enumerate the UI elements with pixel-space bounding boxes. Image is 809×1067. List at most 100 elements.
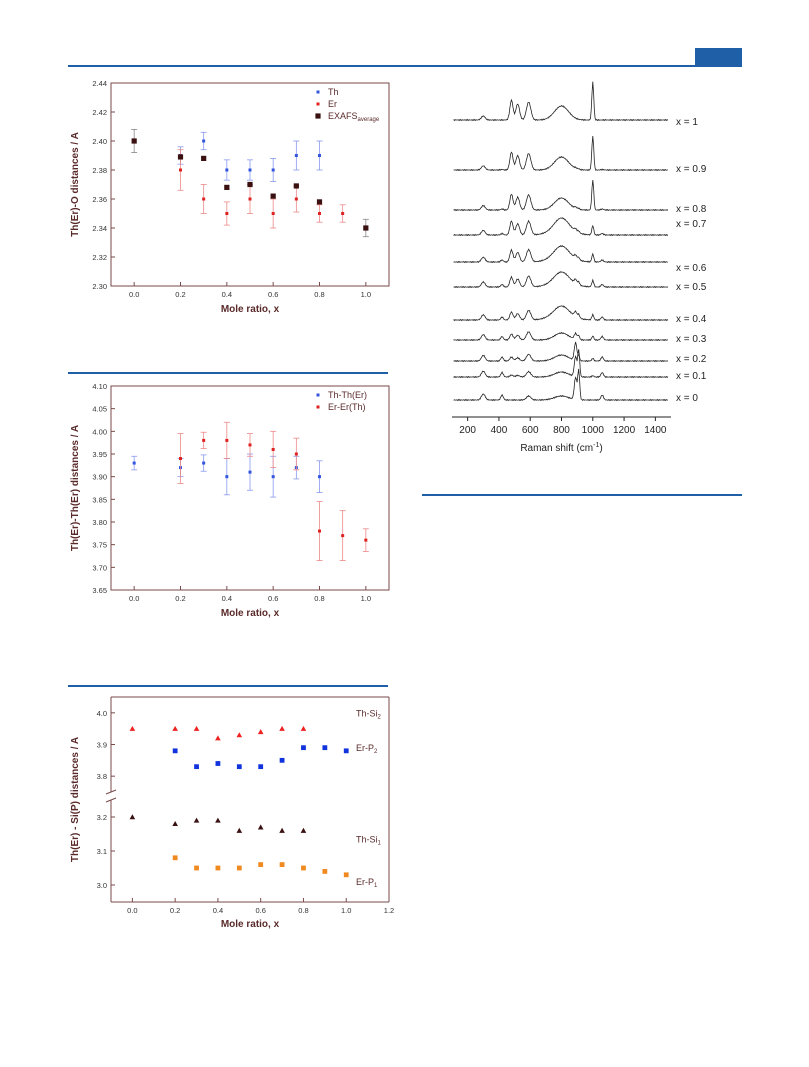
data-point: [225, 212, 229, 215]
y-tick-label: 4.0: [97, 709, 107, 718]
data-point: [318, 475, 321, 479]
axis-break-mark: [105, 797, 117, 803]
spectrum-label: x = 0.9: [676, 164, 707, 175]
data-point: [301, 865, 306, 871]
series-label: Th-Si2: [356, 709, 382, 721]
data-point: [341, 534, 345, 538]
x-tick-label: 1.0: [361, 290, 371, 299]
data-point: [215, 817, 221, 823]
data-point: [257, 729, 264, 735]
data-point: [132, 461, 136, 465]
spectrum-label: x = 1: [676, 117, 698, 128]
series-label: Er-P1: [356, 877, 378, 889]
x-axis-title: Mole ratio, x: [221, 919, 280, 930]
spectrum-label: x = 0.4: [676, 314, 707, 325]
legend-marker: [315, 113, 321, 119]
data-point: [172, 725, 178, 731]
spectrum-line: [453, 271, 669, 289]
data-point: [172, 855, 178, 861]
data-point: [193, 817, 200, 823]
series-1: [172, 745, 349, 770]
spectrum-label: x = 0.6: [676, 263, 707, 274]
y-tick-label: 3.75: [92, 541, 107, 550]
rule-chart-2: [68, 372, 388, 374]
y-tick-label: 3.8: [97, 772, 107, 781]
y-tick-label: 2.42: [92, 108, 107, 117]
data-point: [194, 865, 199, 871]
data-point: [300, 725, 307, 731]
data-point: [202, 197, 206, 201]
data-point: [363, 225, 369, 231]
spectrum-label: x = 0: [676, 393, 698, 404]
data-point: [215, 735, 221, 741]
series-3: [172, 855, 349, 878]
y-tick-label: 3.2: [97, 813, 107, 822]
legend-label: Th-Th(Er): [328, 390, 367, 400]
data-point: [215, 865, 221, 871]
series-0: [129, 725, 307, 741]
x-tick-label: 0.4: [222, 290, 232, 299]
data-point: [271, 447, 275, 451]
data-point: [248, 443, 252, 447]
data-point: [179, 457, 182, 461]
x-tick-label: 0.8: [314, 290, 324, 299]
y-tick-label: 2.32: [92, 253, 107, 262]
data-point: [248, 470, 252, 474]
data-point: [318, 212, 321, 215]
y-axis-title: Th(Er) - Si(P) distances / A: [70, 737, 81, 862]
y-tick-label: 3.70: [92, 563, 107, 572]
x-axis-title: Mole ratio, x: [221, 608, 280, 619]
data-point: [179, 168, 182, 172]
data-point: [236, 827, 243, 833]
data-point: [294, 452, 298, 456]
x-tick-label: 400: [491, 425, 508, 436]
legend-label: Er: [328, 99, 337, 109]
x-tick-label: 1000: [582, 425, 605, 436]
spectrum-label: x = 0.3: [676, 334, 707, 345]
data-point: [225, 438, 229, 442]
x-tick-label: 0.6: [268, 594, 278, 603]
x-tick-label: 600: [522, 425, 539, 436]
y-axis-title: Th(Er)-O distances / A: [70, 132, 81, 237]
data-point: [279, 862, 285, 867]
x-tick-label: 0.0: [127, 906, 137, 915]
spectrum-label: x = 0.5: [676, 282, 707, 293]
spectrum-label: x = 0.2: [676, 354, 707, 365]
data-point: [271, 475, 275, 479]
data-point: [236, 865, 242, 871]
series-1: [177, 149, 346, 229]
spectrum-line: [453, 331, 668, 342]
data-point: [194, 764, 199, 770]
x-tick-label: 0.2: [170, 906, 180, 915]
data-point: [271, 212, 275, 215]
data-point: [294, 197, 298, 201]
data-point: [248, 168, 252, 172]
x-tick-label: 0.8: [314, 594, 324, 603]
data-point: [177, 154, 184, 160]
rule-right-column: [422, 494, 742, 496]
data-point: [193, 725, 200, 731]
y-tick-label: 4.05: [92, 405, 107, 414]
data-point: [318, 529, 321, 533]
x-tick-label: 800: [553, 425, 570, 436]
spectrum-line: [453, 305, 669, 322]
data-point: [301, 745, 306, 751]
legend-label: Er-Er(Th): [328, 402, 366, 412]
y-tick-label: 2.34: [92, 224, 107, 233]
y-tick-label: 3.0: [97, 881, 107, 890]
x-axis-title: Raman shift (cm-1): [520, 442, 602, 454]
spectrum-line: [453, 217, 669, 237]
data-point: [322, 745, 328, 751]
data-point: [258, 764, 264, 770]
spectrum-line: [453, 81, 669, 122]
data-point: [202, 139, 206, 143]
x-tick-label: 0.0: [129, 290, 139, 299]
y-axis-title: Th(Er)-Th(Er) distances / A: [70, 425, 81, 551]
series-2: [129, 814, 307, 833]
x-tick-label: 0.4: [213, 906, 223, 915]
spectrum-line: [453, 368, 669, 402]
data-point: [129, 725, 136, 731]
x-tick-label: 200: [459, 425, 476, 436]
y-tick-label: 2.44: [92, 79, 107, 88]
